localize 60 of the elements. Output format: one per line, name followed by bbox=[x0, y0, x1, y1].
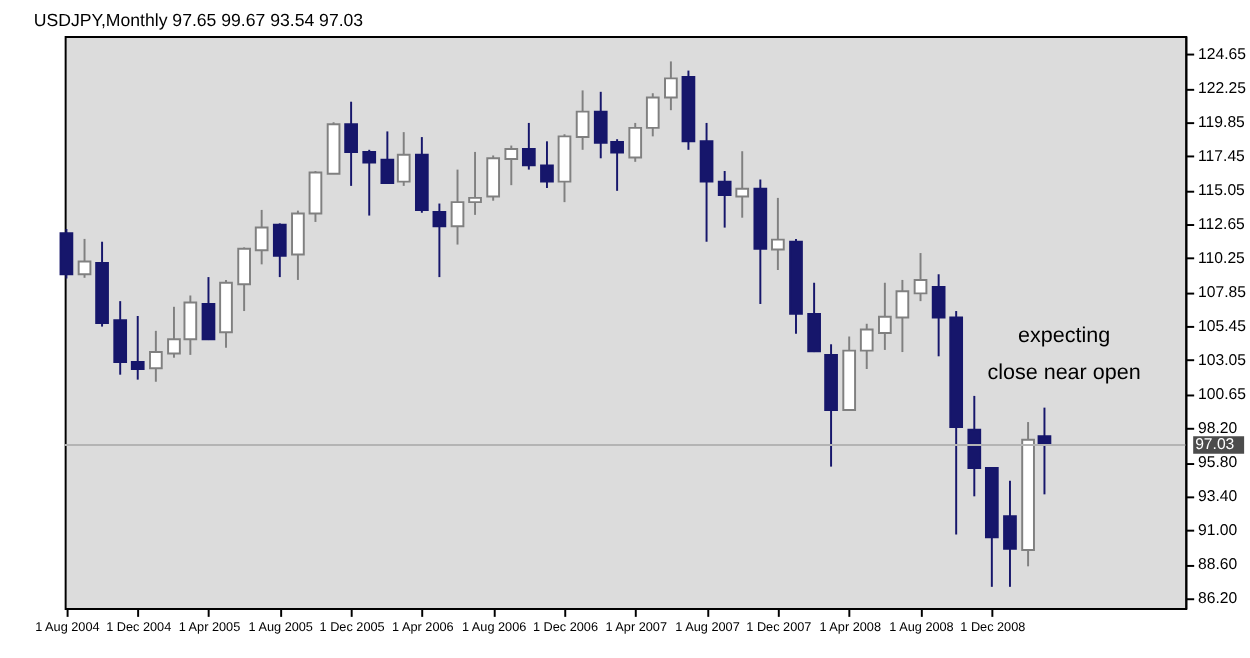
candlestick bbox=[59, 228, 74, 280]
candlestick bbox=[201, 276, 216, 342]
candlestick bbox=[344, 100, 358, 187]
y-tick-label: 91.00 bbox=[1198, 521, 1239, 540]
candlestick bbox=[77, 237, 92, 279]
candlestick bbox=[878, 281, 892, 351]
candlestick bbox=[486, 154, 501, 202]
candlestick bbox=[859, 322, 874, 371]
candlestick bbox=[380, 130, 395, 185]
candlestick bbox=[130, 315, 145, 381]
candlestick bbox=[504, 144, 519, 187]
candlestick bbox=[272, 222, 287, 279]
candlestick bbox=[308, 170, 323, 223]
annotation: close near open bbox=[987, 360, 1141, 385]
candlestick bbox=[1003, 479, 1017, 588]
candlestick bbox=[450, 168, 465, 246]
candlestick bbox=[575, 89, 590, 151]
y-tick-label: 110.25 bbox=[1198, 248, 1247, 267]
y-tick-label: 95.80 bbox=[1198, 453, 1239, 472]
candlestick bbox=[521, 121, 536, 171]
y-tick-label: 122.25 bbox=[1198, 79, 1248, 98]
candlestick bbox=[362, 148, 377, 217]
y-tick-label: 115.05 bbox=[1198, 181, 1247, 200]
candlestick bbox=[113, 300, 128, 376]
candlestick bbox=[967, 394, 982, 498]
y-tick-label: 112.65 bbox=[1198, 214, 1247, 233]
y-tick-label: 93.40 bbox=[1198, 487, 1239, 506]
candlestick bbox=[540, 140, 554, 189]
annotation: expecting bbox=[1017, 323, 1111, 348]
candlestick bbox=[645, 92, 660, 138]
candlestick bbox=[664, 60, 678, 112]
y-tick-label: 100.65 bbox=[1198, 384, 1248, 403]
y-tick-label: 103.05 bbox=[1198, 350, 1248, 369]
candlestick bbox=[895, 278, 910, 354]
candlestick bbox=[699, 121, 714, 243]
candlestick bbox=[913, 252, 928, 303]
candlestick bbox=[237, 246, 251, 313]
candlestick bbox=[557, 133, 572, 204]
candlestick bbox=[735, 150, 750, 219]
candlestick bbox=[468, 150, 482, 216]
y-tick-label: 88.60 bbox=[1198, 555, 1239, 574]
y-tick-label: 119.85 bbox=[1198, 113, 1247, 132]
candlestick bbox=[771, 196, 785, 271]
candlestick bbox=[432, 202, 447, 279]
chart-title: USDJPY,Monthly 97.65 99.67 93.54 97.03 bbox=[33, 10, 364, 31]
candlestick bbox=[254, 208, 269, 266]
ref-line-label: 97.03 bbox=[1195, 434, 1236, 453]
y-tick-label: 86.20 bbox=[1198, 589, 1239, 608]
y-tick-label: 117.45 bbox=[1198, 147, 1247, 166]
candlestick bbox=[628, 121, 643, 163]
candlestick bbox=[717, 170, 732, 229]
candlestick bbox=[149, 329, 163, 383]
y-tick-label: 98.20 bbox=[1198, 419, 1239, 438]
candlestick bbox=[931, 273, 946, 358]
candlestick bbox=[291, 209, 305, 281]
y-tick-label: 124.65 bbox=[1198, 45, 1248, 64]
y-tick-label: 105.45 bbox=[1198, 316, 1248, 335]
candlestick bbox=[807, 281, 821, 354]
candlestick bbox=[396, 131, 411, 187]
y-tick-label: 107.85 bbox=[1198, 282, 1248, 301]
